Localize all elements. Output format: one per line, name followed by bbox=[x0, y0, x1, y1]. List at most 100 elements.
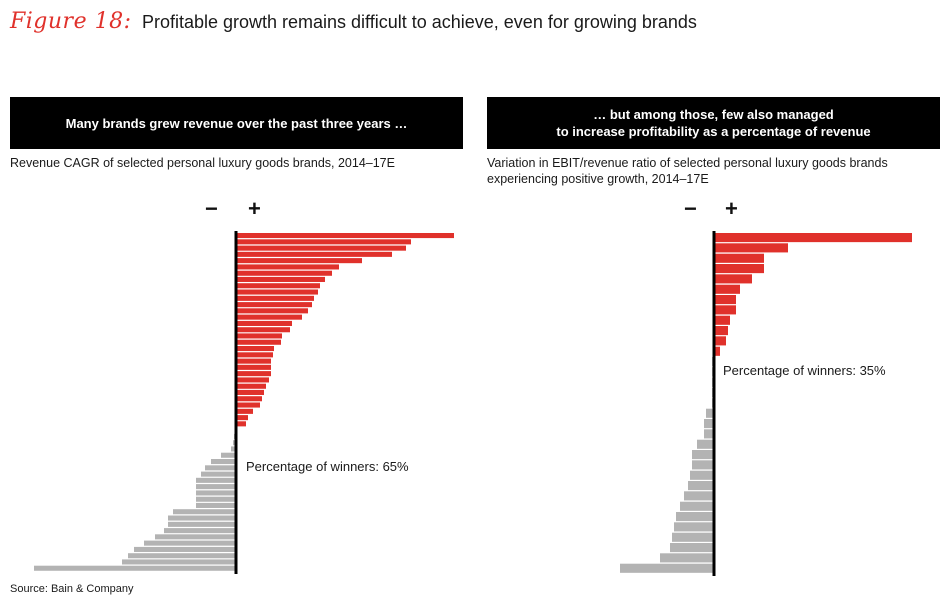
right-panel-header: … but among those, few also managed to i… bbox=[487, 97, 940, 149]
left-chart-bar bbox=[236, 346, 274, 352]
left-chart-bar bbox=[236, 333, 282, 339]
right-chart-bar bbox=[620, 563, 714, 573]
left-chart-bar bbox=[122, 559, 236, 565]
left-chart-bar bbox=[236, 408, 253, 414]
right-chart-bar bbox=[714, 253, 764, 263]
left-chart-bar bbox=[173, 509, 236, 515]
right-subtitle-line-2: experiencing positive growth, 2014–17E bbox=[487, 172, 709, 186]
left-winners-annotation: Percentage of winners: 65% bbox=[244, 459, 411, 474]
left-chart-bar bbox=[201, 471, 236, 477]
left-chart-bar bbox=[164, 528, 236, 534]
source-note: Source: Bain & Company bbox=[10, 583, 134, 595]
left-chart-bar bbox=[236, 377, 269, 383]
left-chart-bar bbox=[236, 339, 281, 345]
left-chart-bar bbox=[236, 308, 308, 314]
right-chart-bar bbox=[706, 408, 714, 418]
left-chart-bar bbox=[231, 446, 236, 452]
right-chart-bar bbox=[674, 522, 714, 532]
left-chart-bar bbox=[236, 258, 362, 264]
left-chart-bar bbox=[236, 352, 273, 358]
left-chart-bar bbox=[236, 289, 318, 295]
left-chart-bar bbox=[211, 459, 236, 465]
left-chart-bar bbox=[128, 553, 236, 559]
left-chart-bar bbox=[196, 490, 236, 496]
left-chart-bar bbox=[236, 320, 292, 326]
right-chart-bar bbox=[704, 419, 714, 429]
left-chart-bar bbox=[34, 565, 236, 571]
right-chart-bar bbox=[714, 346, 720, 356]
left-chart-bar bbox=[236, 396, 262, 402]
left-chart-bar bbox=[236, 415, 248, 421]
left-chart-bar bbox=[236, 389, 264, 395]
left-chart-bar bbox=[155, 534, 236, 540]
right-header-line-2: to increase profitability as a percentag… bbox=[556, 124, 871, 139]
left-chart-bar bbox=[236, 295, 314, 301]
left-chart-bar bbox=[236, 233, 454, 239]
left-chart-bar bbox=[236, 283, 320, 289]
figure-label: Figure 18: bbox=[10, 9, 132, 34]
left-chart-bar bbox=[236, 421, 246, 427]
left-chart-bar bbox=[236, 251, 392, 257]
left-header-line-1: Many brands grew revenue over the past t… bbox=[65, 115, 408, 131]
left-subtitle-line-1: Revenue CAGR of selected personal luxury… bbox=[10, 156, 395, 170]
right-chart-bar bbox=[660, 553, 714, 563]
left-chart-bar bbox=[221, 452, 236, 458]
right-plus-sign: + bbox=[725, 196, 738, 221]
left-chart-bar bbox=[196, 477, 236, 483]
left-plus-sign: + bbox=[248, 196, 261, 221]
right-chart-bar bbox=[692, 460, 714, 470]
left-chart-bar bbox=[168, 521, 236, 527]
left-chart-bar bbox=[236, 371, 271, 377]
left-chart-bar bbox=[236, 364, 271, 370]
right-chart-bar bbox=[697, 439, 714, 449]
left-panel-header: Many brands grew revenue over the past t… bbox=[10, 97, 463, 149]
figure-title-text: Profitable growth remains difficult to a… bbox=[141, 12, 697, 32]
right-chart-bar bbox=[714, 264, 764, 274]
right-chart-bar bbox=[714, 326, 728, 336]
right-chart-bar bbox=[676, 512, 714, 522]
left-panel-subtitle: Revenue CAGR of selected personal luxury… bbox=[10, 155, 395, 171]
right-panel-subtitle: Variation in EBIT/revenue ratio of selec… bbox=[487, 155, 888, 187]
left-chart-bar bbox=[236, 245, 406, 251]
left-chart-bar bbox=[236, 383, 266, 389]
right-chart-bar bbox=[714, 284, 740, 294]
left-chart-bar bbox=[236, 402, 260, 408]
left-chart-bar bbox=[196, 484, 236, 490]
left-chart-bar bbox=[236, 358, 271, 364]
right-chart-bar bbox=[714, 315, 730, 325]
right-chart-bar bbox=[692, 450, 714, 460]
left-chart-bar bbox=[134, 546, 236, 552]
left-chart-bar bbox=[196, 502, 236, 508]
left-chart-bar bbox=[205, 465, 236, 471]
right-minus-sign: − bbox=[684, 196, 697, 221]
right-chart-bar bbox=[680, 501, 714, 511]
right-chart-bar bbox=[684, 491, 714, 501]
right-chart-bar bbox=[714, 295, 736, 305]
right-chart-bar bbox=[714, 336, 726, 346]
right-chart-bar bbox=[670, 543, 714, 553]
right-subtitle-line-1: Variation in EBIT/revenue ratio of selec… bbox=[487, 156, 888, 170]
right-winners-annotation: Percentage of winners: 35% bbox=[721, 363, 888, 378]
right-chart-bar bbox=[714, 305, 736, 315]
left-chart-bar bbox=[236, 239, 411, 245]
right-chart-bar bbox=[714, 233, 912, 243]
left-chart-bar bbox=[236, 276, 325, 282]
right-header-line-1: … but among those, few also managed bbox=[593, 107, 834, 122]
left-chart-bar bbox=[196, 496, 236, 502]
right-chart-bar bbox=[672, 532, 714, 542]
right-chart-bar bbox=[714, 243, 788, 253]
left-minus-sign: − bbox=[205, 196, 218, 221]
right-chart-bar bbox=[714, 274, 752, 284]
figure-title: Figure 18: Profitable growth remains dif… bbox=[10, 9, 697, 34]
left-chart-bar bbox=[236, 327, 290, 333]
right-chart-bar bbox=[688, 481, 714, 491]
left-chart-bar bbox=[236, 270, 332, 276]
left-chart-bar bbox=[236, 302, 312, 308]
left-chart-bar bbox=[144, 540, 236, 546]
left-chart-bar bbox=[168, 515, 236, 521]
left-chart-bar bbox=[236, 264, 339, 270]
left-chart-bar bbox=[236, 314, 302, 320]
right-chart-bar bbox=[704, 429, 714, 439]
right-chart-bar bbox=[690, 470, 714, 480]
